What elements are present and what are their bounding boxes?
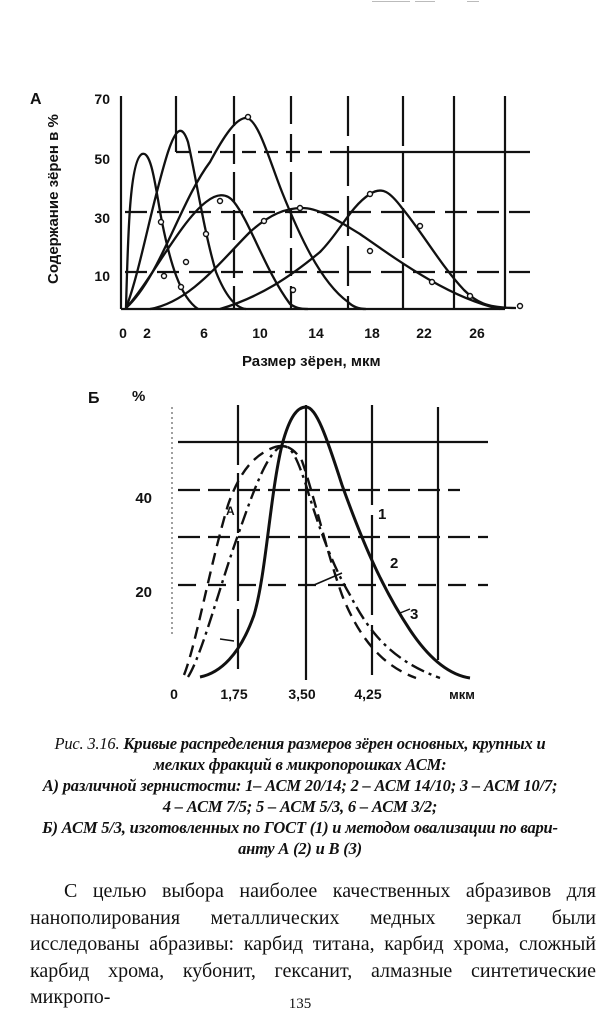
caption-line-6: анту А (2) и В (3) [238, 839, 362, 858]
curve-label-3: 3 [410, 606, 418, 623]
figure-a-x-ticks: 0 2 6 10 14 18 22 26 [119, 325, 485, 341]
caption-figure-number: Рис. 3.16. [54, 734, 120, 753]
caption-line-5: Б) АСМ 5/3, изготовленных по ГОСТ (1) и … [42, 818, 558, 837]
curve-3-variant-b [182, 444, 417, 680]
svg-text:18: 18 [364, 325, 380, 341]
figure-b-x-unit: мкм [449, 687, 475, 702]
curve-5-asm-5-3 [124, 129, 247, 311]
curve-label-1: 1 [378, 506, 386, 523]
svg-text:20: 20 [135, 584, 152, 601]
curve-6-asm-3-2 [124, 152, 199, 310]
header-scan-marks [372, 1, 482, 4]
curve-2-asm-14-10 [149, 206, 501, 311]
svg-text:0: 0 [119, 325, 127, 341]
figure-b-curves [182, 405, 471, 680]
svg-text:10: 10 [252, 325, 268, 341]
svg-text:26: 26 [469, 325, 485, 341]
curve-1-asm-20-14 [219, 189, 517, 311]
curve-3-asm-10-7 [125, 116, 367, 311]
caption-line-2: мелких фракций в микропорошках АСМ: [153, 755, 447, 774]
svg-text:70: 70 [94, 91, 110, 107]
caption-line-3: А) различной зернистости: 1– АСМ 20/14; … [42, 776, 558, 795]
figure-caption: Рис. 3.16. Кривые распределения размеров… [0, 733, 600, 859]
figure-a-chart: А Содержание зёрен в % 70 50 30 10 [30, 91, 530, 370]
caption-line-1: Рис. 3.16. Кривые распределения размеров… [54, 734, 546, 753]
figure-b-panel-label: Б [88, 390, 100, 407]
marker-label-a: A [226, 504, 235, 518]
curve-1-gost [199, 405, 471, 680]
svg-text:14: 14 [308, 325, 324, 341]
curve-label-2: 2 [390, 555, 398, 572]
svg-text:22: 22 [416, 325, 432, 341]
figure-b-curve-labels: 1 2 3 A [226, 504, 418, 623]
svg-text:3,50: 3,50 [288, 686, 315, 702]
figure-a-y-ticks: 70 50 30 10 [94, 91, 110, 284]
svg-text:30: 30 [94, 210, 110, 226]
figure-a-y-axis-label: Содержание зёрен в % [45, 114, 62, 284]
svg-text:50: 50 [94, 151, 110, 167]
figure-a-panel-label: А [30, 91, 42, 108]
body-text: С целью выбора наиболее качественных абр… [30, 878, 596, 1011]
figure-b-chart: Б % 40 20 1 2 3 A [88, 388, 488, 702]
page-number: 135 [288, 996, 312, 1012]
svg-text:10: 10 [94, 268, 110, 284]
svg-text:40: 40 [135, 490, 152, 507]
figure-b-y-ticks: 40 20 [135, 490, 152, 601]
figure-a-data-markers [157, 113, 524, 310]
curve-4-asm-7-5 [125, 194, 309, 311]
caption-line-4: 4 – АСМ 7/5; 5 – АСМ 5/3, 6 – АСМ 3/2; [162, 797, 438, 816]
curve-2-variant-a [186, 445, 441, 680]
figure-b-grid [171, 405, 488, 680]
figure-a-curves [124, 116, 517, 311]
body-paragraph: С целью выбора наиболее качественных абр… [30, 880, 596, 1008]
figure-a-x-axis-label: Размер зёрен, мкм [242, 353, 381, 370]
svg-text:2: 2 [143, 325, 151, 341]
svg-text:6: 6 [200, 325, 208, 341]
figure-b-x-ticks: 0 1,75 3,50 4,25 мкм [170, 686, 475, 702]
figure-b-y-axis-label: % [132, 388, 145, 405]
svg-text:1,75: 1,75 [220, 686, 247, 702]
svg-text:0: 0 [170, 686, 178, 702]
svg-text:4,25: 4,25 [354, 686, 381, 702]
